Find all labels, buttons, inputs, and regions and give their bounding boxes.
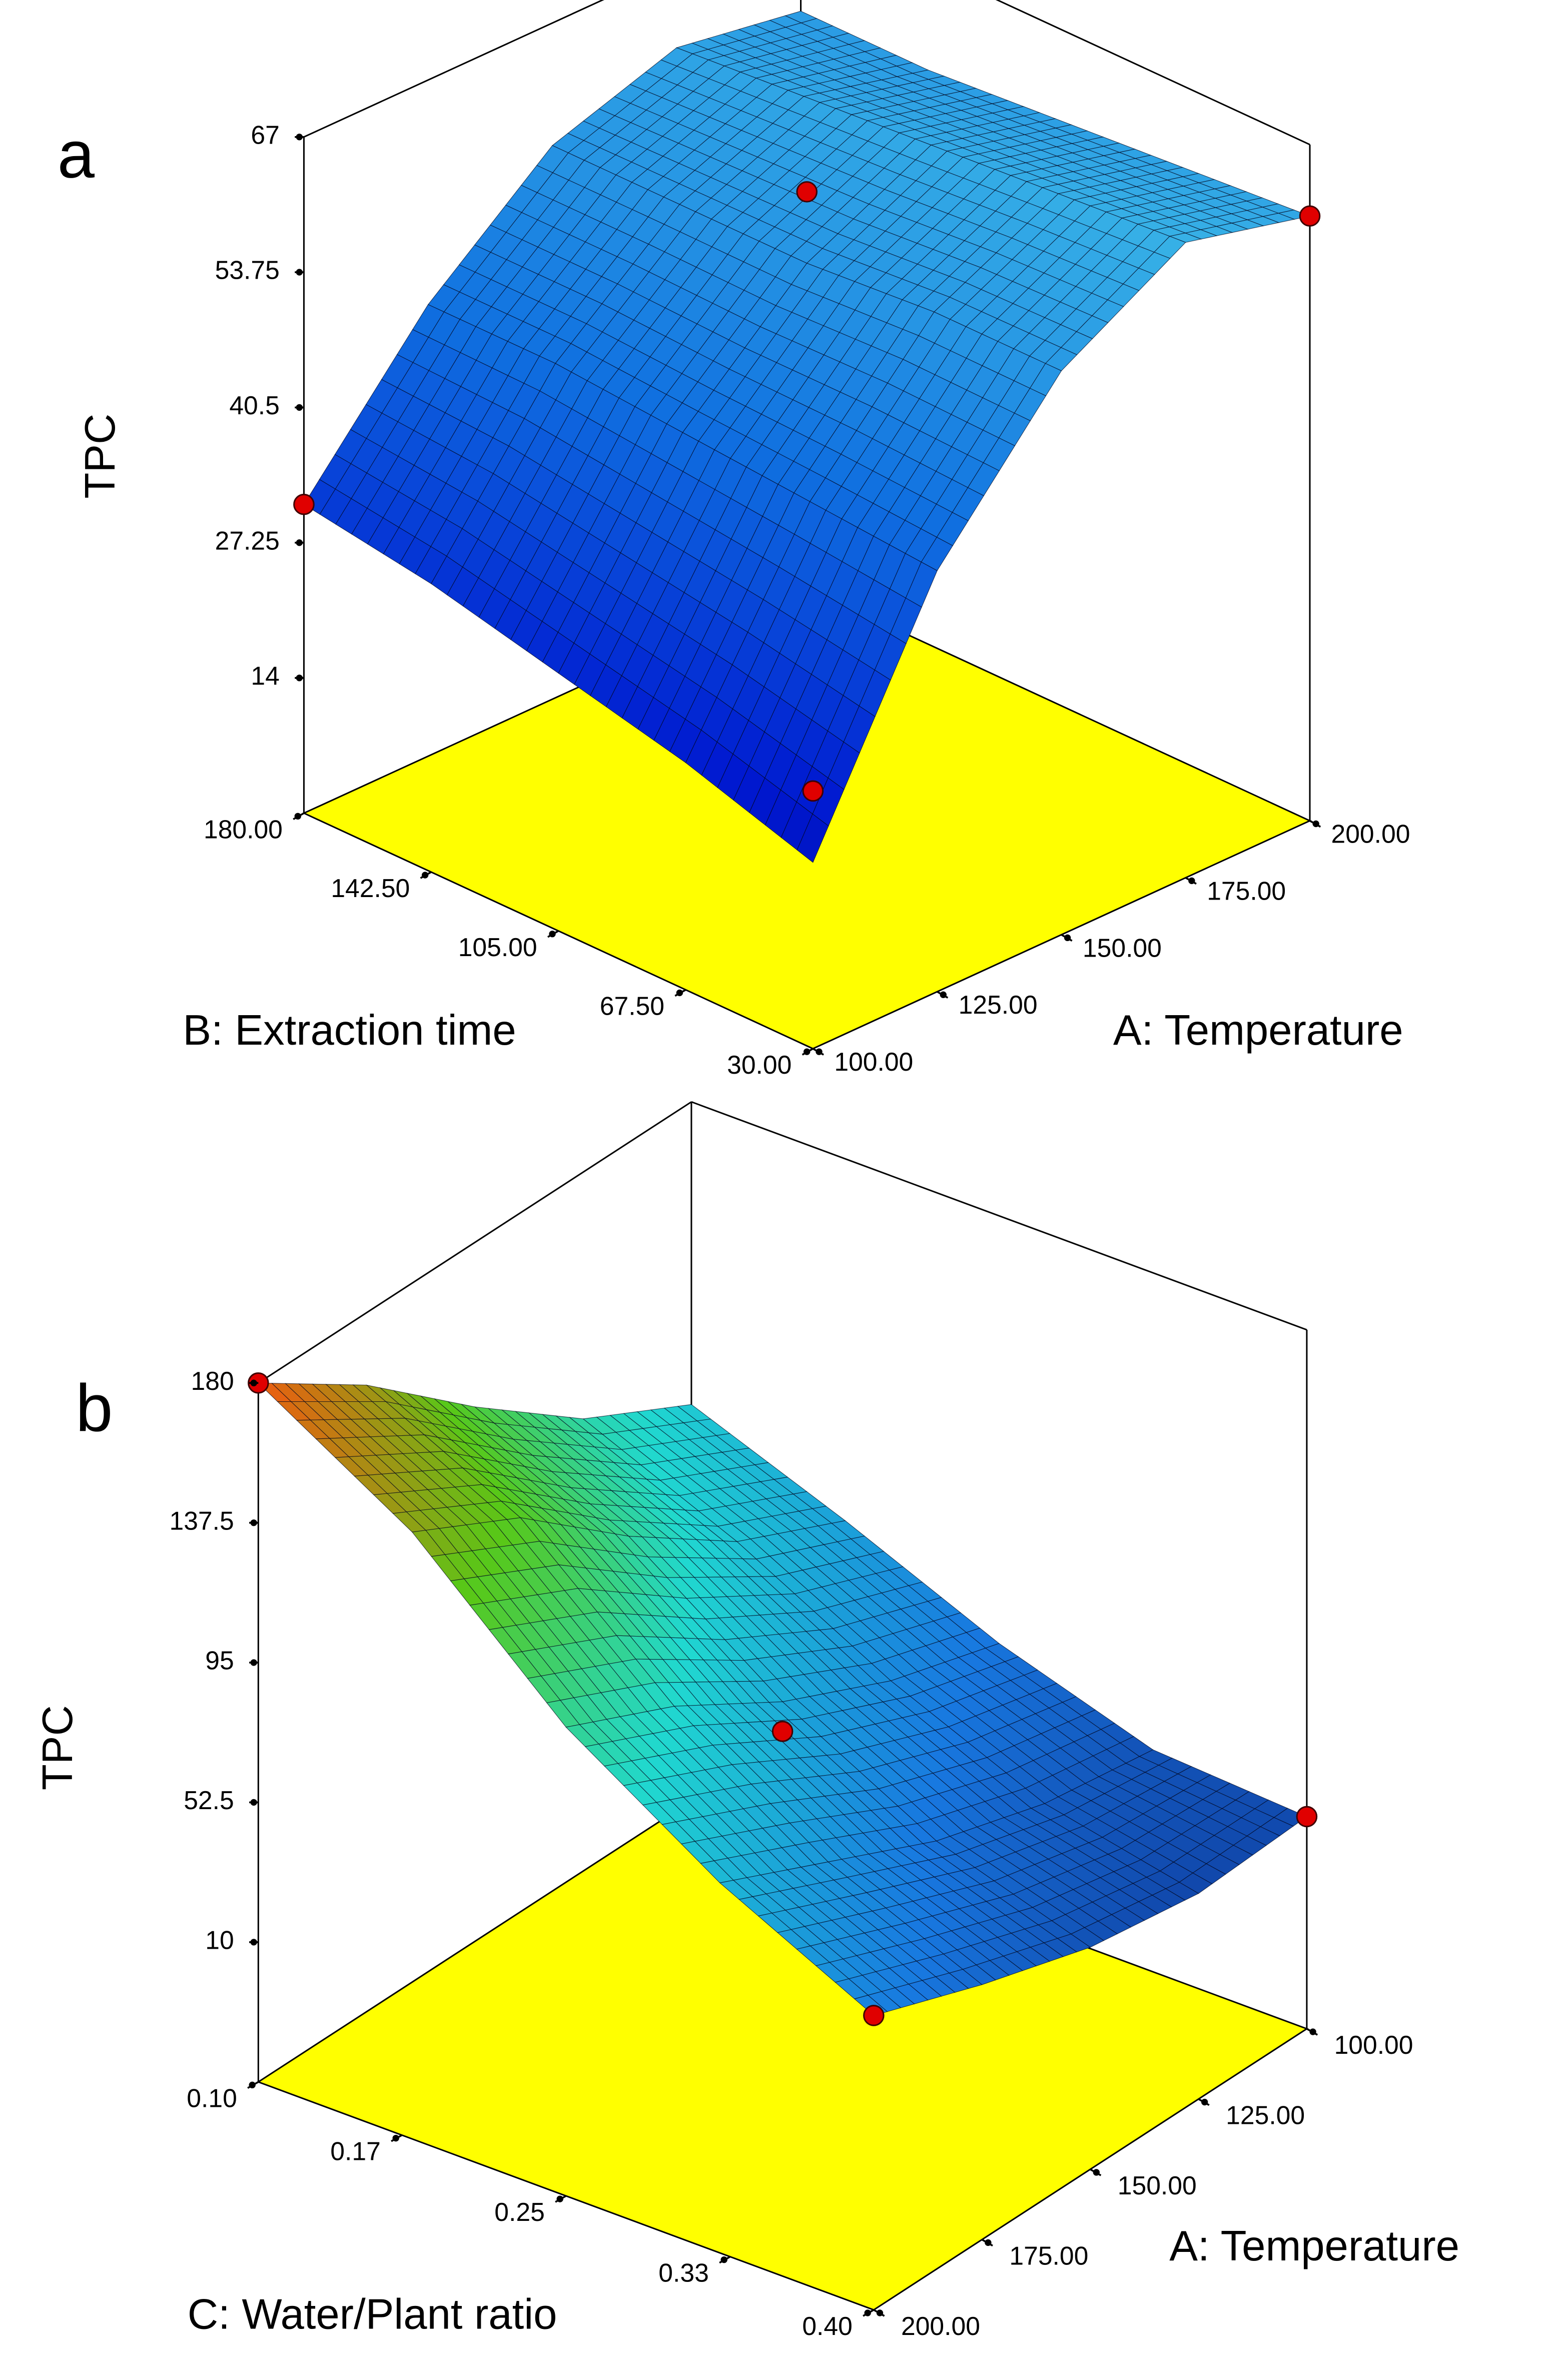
z-tick-label: 180 — [191, 1366, 234, 1395]
y-tick-label: 30.00 — [727, 1050, 792, 1079]
surface-chart: 14 27.25 40.5 53.75 67 100.00 125.00 150.00 175.… — [58, 0, 1410, 1079]
z-tick-label: 95 — [205, 1646, 234, 1675]
y-tick-dot — [249, 2081, 256, 2089]
z-tick-dot — [296, 269, 303, 276]
x-tick-label: 200.00 — [1331, 819, 1410, 848]
z-tick-dot — [250, 1659, 257, 1666]
y-tick-dot — [294, 813, 301, 820]
y-axis-label: C: Water/Plant ratio — [188, 2291, 557, 2338]
z-tick-label: 52.5 — [184, 1786, 234, 1815]
x-tick-dot — [1093, 2169, 1100, 2176]
z-tick-label: 67 — [251, 120, 279, 149]
x-tick-dot — [940, 991, 947, 998]
x-tick-dot — [1309, 2028, 1316, 2035]
x-tick-label: 150.00 — [1083, 933, 1162, 962]
design-point — [771, 1721, 794, 1742]
box-edge — [303, 0, 604, 138]
y-tick-dot — [864, 2309, 871, 2316]
z-tick-dot — [250, 1519, 257, 1526]
y-tick-label: 0.10 — [187, 2083, 237, 2112]
panel-label: b — [76, 1371, 113, 1445]
box-edge — [691, 1101, 1307, 1331]
panel-label: a — [58, 118, 95, 192]
y-tick-dot — [421, 872, 429, 879]
z-tick-label: 53.75 — [215, 256, 280, 285]
x-tick-dot — [816, 1048, 823, 1055]
x-tick-dot — [1188, 877, 1195, 885]
z-axis-label: TPC — [34, 1705, 82, 1790]
z-tick-dot — [296, 674, 303, 681]
y-tick-label: 0.17 — [330, 2137, 380, 2166]
x-tick-label: 125.00 — [1226, 2101, 1305, 2130]
x-tick-label: 125.00 — [959, 990, 1038, 1019]
y-axis-label: B: Extraction time — [183, 1007, 516, 1054]
x-tick-label: 150.00 — [1118, 2171, 1197, 2200]
surface-patch — [797, 814, 829, 863]
z-tick-label: 10 — [205, 1926, 234, 1955]
z-tick-label: 27.25 — [215, 526, 280, 555]
y-tick-label: 67.50 — [600, 991, 664, 1020]
box-edge — [995, 0, 1310, 146]
x-tick-dot — [1312, 820, 1319, 828]
y-tick-dot — [676, 989, 683, 997]
x-tick-label: 100.00 — [834, 1047, 913, 1076]
x-tick-dot — [1201, 2098, 1208, 2106]
design-point — [796, 181, 818, 203]
z-tick-dot — [250, 1939, 257, 1946]
x-axis-label: A: Temperature — [1113, 1007, 1403, 1054]
y-tick-label: 0.25 — [494, 2197, 544, 2226]
x-tick-dot — [985, 2239, 992, 2246]
z-tick-label: 137.5 — [170, 1506, 234, 1535]
x-tick-label: 175.00 — [1207, 876, 1286, 905]
design-point — [863, 2005, 885, 2026]
box-edge — [258, 1101, 692, 1384]
y-tick-label: 180.00 — [204, 815, 283, 844]
y-tick-label: 0.40 — [802, 2311, 852, 2340]
z-tick-label: 14 — [251, 661, 279, 690]
x-axis-label: A: Temperature — [1169, 2222, 1459, 2270]
y-tick-dot — [556, 2195, 563, 2202]
y-tick-dot — [720, 2256, 727, 2263]
z-tick-dot — [296, 404, 303, 411]
x-tick-label: 175.00 — [1009, 2241, 1088, 2270]
z-tick-dot — [296, 134, 303, 141]
z-tick-dot — [250, 1799, 257, 1806]
y-tick-dot — [392, 2134, 399, 2142]
y-tick-label: 0.33 — [658, 2258, 708, 2287]
x-tick-label: 200.00 — [901, 2311, 980, 2340]
z-tick-dot — [250, 1379, 257, 1386]
design-point — [1299, 205, 1321, 227]
surface-chart: 10 52.5 95 137.5 180 100.00 125.00 150.00 175.00… — [34, 1101, 1459, 2340]
x-tick-dot — [876, 2309, 884, 2316]
y-tick-label: 105.00 — [458, 933, 537, 962]
z-axis-label: TPC — [77, 414, 124, 499]
z-tick-label: 40.5 — [229, 391, 279, 420]
y-tick-label: 142.50 — [331, 874, 410, 903]
design-point — [1296, 1806, 1318, 1828]
z-tick-dot — [296, 539, 303, 546]
y-tick-dot — [549, 931, 556, 938]
design-point — [802, 780, 824, 802]
x-tick-label: 100.00 — [1334, 2030, 1413, 2059]
x-tick-dot — [1064, 934, 1071, 942]
design-point — [293, 493, 315, 515]
y-tick-dot — [804, 1048, 811, 1055]
